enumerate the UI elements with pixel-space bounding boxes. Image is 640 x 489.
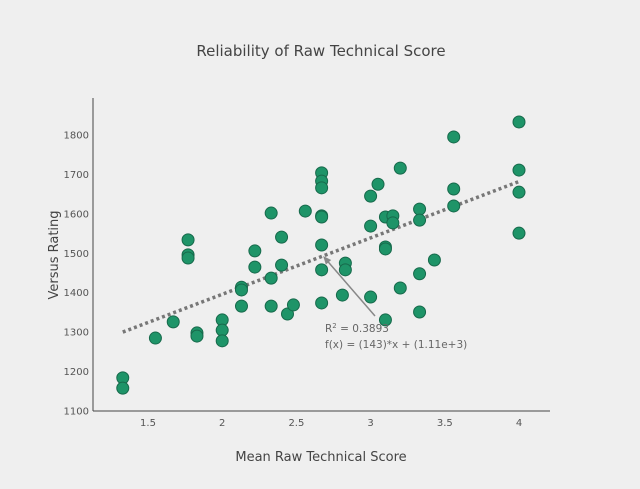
data-point: [315, 210, 329, 224]
data-point: [181, 251, 195, 265]
x-tick-label: 1.5: [140, 418, 156, 429]
data-point: [512, 185, 526, 199]
data-point: [280, 307, 294, 321]
data-point: [447, 130, 461, 144]
data-point: [248, 244, 262, 258]
data-point: [378, 313, 392, 327]
data-point: [413, 305, 427, 319]
x-tick-label: 3: [367, 418, 373, 429]
r-squared-annotation: R2 = 0.3893: [325, 322, 389, 335]
data-point: [264, 206, 278, 220]
data-point: [116, 381, 130, 395]
data-point: [248, 260, 262, 274]
y-tick-label: 1400: [64, 288, 89, 299]
data-point: [447, 182, 461, 196]
data-point: [393, 161, 407, 175]
data-point: [148, 331, 162, 345]
y-tick-label: 1600: [64, 209, 89, 220]
data-point: [413, 267, 427, 281]
data-point: [335, 288, 349, 302]
y-tick-label: 1100: [64, 407, 89, 418]
trendline: [122, 179, 520, 334]
data-point: [413, 213, 427, 227]
data-point: [315, 296, 329, 310]
chart-title: Reliability of Raw Technical Score: [196, 42, 445, 60]
annotation-arrow: [327, 260, 376, 317]
data-point: [364, 189, 378, 203]
data-point: [234, 299, 248, 313]
annotation-arrowhead: [323, 256, 332, 265]
x-tick-label: 2.5: [288, 418, 304, 429]
y-tick-label: 1700: [64, 170, 89, 181]
data-point: [447, 199, 461, 213]
x-axis-label: Mean Raw Technical Score: [235, 450, 406, 465]
x-tick-label: 4: [516, 418, 522, 429]
data-point: [338, 263, 352, 277]
data-point: [264, 271, 278, 285]
data-point: [264, 299, 278, 313]
data-point: [512, 115, 526, 129]
data-point: [315, 181, 329, 195]
data-point: [364, 290, 378, 304]
data-point: [413, 202, 427, 216]
x-tick-label: 2: [219, 418, 225, 429]
y-tick-label: 1300: [64, 328, 89, 339]
r2-superscript: 2: [332, 322, 336, 330]
y-tick-label: 1500: [64, 249, 89, 260]
y-tick-label: 1200: [64, 367, 89, 378]
data-point: [364, 219, 378, 233]
y-tick-label: 1800: [64, 130, 89, 141]
data-point: [286, 298, 300, 312]
data-point: [166, 315, 180, 329]
data-point: [427, 253, 441, 267]
data-point: [215, 334, 229, 348]
data-point: [393, 281, 407, 295]
data-point: [181, 233, 195, 247]
data-point: [275, 258, 289, 272]
data-point: [371, 177, 385, 191]
data-point: [386, 216, 400, 230]
x-tick-label: 3.5: [437, 418, 453, 429]
data-point: [298, 204, 312, 218]
data-point: [378, 242, 392, 256]
data-point: [234, 283, 248, 297]
data-point: [512, 163, 526, 177]
data-point: [512, 226, 526, 240]
formula-annotation: f(x) = (143)*x + (1.11e+3): [325, 339, 467, 351]
data-point: [315, 263, 329, 277]
y-axis-label: Versus Rating: [47, 210, 62, 299]
r2-value: = 0.3893: [337, 323, 389, 335]
data-point: [275, 230, 289, 244]
data-point: [190, 329, 204, 343]
r2-label: R: [325, 323, 332, 335]
data-point: [315, 238, 329, 252]
